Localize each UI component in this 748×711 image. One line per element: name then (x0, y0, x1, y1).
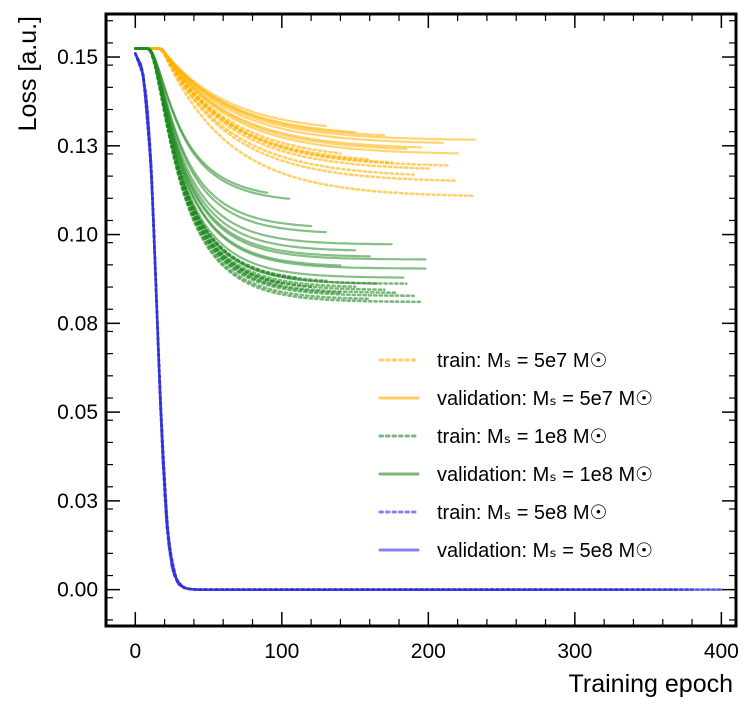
y-tick-label: 0.15 (57, 46, 98, 69)
y-tick-label: 0.00 (57, 579, 98, 602)
series-1-run-3 (134, 47, 423, 149)
series-3-run-11 (134, 47, 269, 194)
curves-layer (134, 47, 723, 591)
legend-label-1: validation: Mₛ = 5e7 M☉ (437, 388, 653, 410)
series-2-run-0 (134, 47, 423, 304)
axis-ticks (106, 14, 736, 626)
legend-label-0: train: Mₛ = 5e7 M☉ (437, 350, 607, 372)
y-tick-label: 0.13 (57, 135, 98, 158)
series-0-run-0 (134, 47, 477, 198)
series-0-run-4 (134, 47, 415, 176)
series-4-run-0 (134, 52, 723, 591)
legend-label-4: train: Mₛ = 5e8 M☉ (437, 502, 607, 524)
series-1-run-2 (134, 47, 445, 144)
legend-label-5: validation: Mₛ = 5e8 M☉ (437, 540, 653, 562)
axis-tick-labels: 0 100 200 300 400 0.00 0.03 0.05 0.08 0.10 0.13 0.1… (57, 46, 739, 663)
x-axis-title: Training epoch (569, 670, 733, 698)
y-tick-label: 0.05 (57, 401, 98, 424)
series-1-run-4 (134, 47, 408, 150)
series-5-run-0 (134, 52, 723, 591)
legend-label-2: train: Mₛ = 1e8 M☉ (437, 426, 607, 448)
y-tick-label: 0.10 (57, 224, 98, 247)
series-5-run-4 (134, 52, 503, 591)
series-3-run-4 (134, 47, 379, 285)
y-axis-title: Loss [a.u.] (14, 16, 42, 131)
x-tick-label: 100 (264, 640, 299, 663)
x-tick-label: 300 (557, 640, 592, 663)
x-tick-label: 0 (129, 640, 141, 663)
y-tick-label: 0.03 (57, 490, 98, 513)
legend: train: Mₛ = 5e7 M☉ validation: Mₛ = 5e7 M… (378, 350, 653, 562)
plot-frame (104, 12, 738, 628)
x-tick-label: 400 (704, 640, 739, 663)
series-3-run-9 (134, 47, 313, 228)
series-1-run-7 (134, 47, 327, 128)
series-3-run-6 (134, 47, 357, 252)
x-tick-label: 200 (411, 640, 446, 663)
y-tick-label: 0.08 (57, 312, 98, 335)
legend-label-3: validation: Mₛ = 1e8 M☉ (437, 464, 653, 486)
series-3-run-7 (134, 47, 342, 267)
